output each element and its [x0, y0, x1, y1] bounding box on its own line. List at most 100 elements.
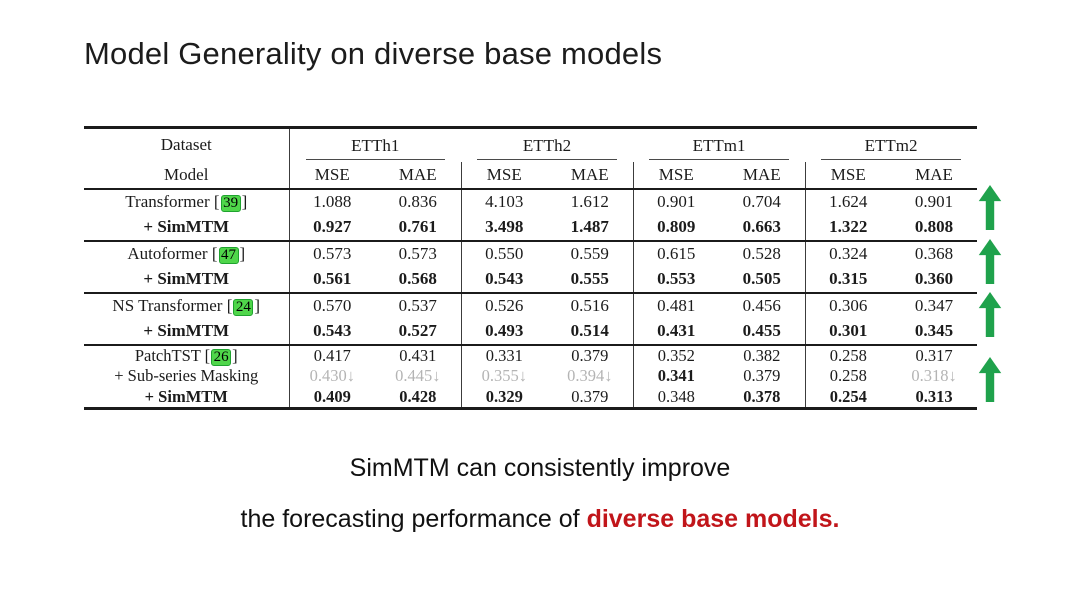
value-cell: 0.348 [657, 386, 695, 406]
table-row: + SimMTM 0.409 0.428 0.329 0.379 0.348 0.378 0.… [84, 386, 977, 408]
value-cell: 0.663 [719, 214, 806, 241]
model-label: NS Transformer [24] [84, 291, 290, 319]
caption-line-1: SimMTM can consistently improve [349, 454, 731, 482]
value-cell: 0.505 [719, 266, 806, 293]
value-cell: 0.927 [313, 217, 352, 236]
value-cell: 0.345 [914, 321, 954, 340]
value-cell: 0.761 [375, 214, 462, 241]
value-cell: 0.431 [657, 321, 696, 340]
value-cell: 0.318↓ [911, 366, 957, 385]
table-row: Transformer [39] 1.088 0.836 4.103 1.612 0.90… [84, 188, 977, 215]
value-cell: 0.355↓ [481, 366, 527, 385]
value-cell: 0.573 [375, 239, 462, 267]
dataset-label: ETTh2 [477, 136, 617, 160]
value-cell: 0.901 [657, 192, 696, 211]
value-cell: 1.487 [547, 214, 634, 241]
value-cell: 0.329 [485, 386, 523, 406]
table-row: + SimMTM 0.543 0.527 0.493 0.514 0.431 0.455 0.… [84, 318, 977, 345]
value-cell: 0.808 [914, 217, 954, 236]
value-cell: 0.527 [375, 318, 462, 345]
value-cell: 0.394↓ [547, 365, 634, 387]
model-corner-label: Model [84, 161, 290, 190]
model-group: PatchTST [26] 0.417 0.431 0.331 0.379 0.352 0.… [84, 343, 978, 408]
value-cell: 0.537 [375, 291, 462, 319]
citation-badge: 39 [220, 195, 241, 212]
value-cell: 0.331 [461, 343, 547, 366]
value-cell: 0.258 [829, 366, 867, 385]
value-cell: 0.306 [805, 291, 892, 319]
metric-header: MAE [891, 161, 978, 190]
table-row: + SimMTM 0.927 0.761 3.498 1.487 0.809 0.663 1.… [84, 214, 977, 241]
value-cell: 1.322 [829, 217, 868, 236]
value-cell: 0.481 [633, 291, 719, 319]
model-label: + SimMTM [84, 214, 290, 241]
value-cell: 0.568 [375, 266, 462, 293]
value-cell: 0.341 [657, 366, 695, 385]
value-cell: 0.455 [719, 318, 806, 345]
value-cell: 0.315 [829, 269, 868, 288]
table-row: + Sub-series Masking 0.430↓ 0.445↓ 0.355↓ 0.… [84, 365, 977, 387]
caption: SimMTM can consistently improve the fore… [0, 454, 1080, 534]
value-cell: 0.368 [891, 239, 978, 267]
value-cell: 0.378 [719, 386, 806, 408]
up-arrow-icon [977, 238, 1003, 285]
up-arrow-icon [977, 291, 1003, 338]
caption-line2-text: the forecasting performance of [240, 505, 587, 533]
dataset-label: ETTh1 [305, 136, 445, 160]
value-cell: 0.573 [289, 239, 375, 267]
value-cell: 3.498 [485, 217, 524, 236]
value-cell: 0.615 [633, 239, 719, 267]
value-cell: 0.313 [915, 386, 953, 406]
model-label: PatchTST [26] [84, 343, 290, 366]
value-cell: 0.352 [633, 343, 719, 366]
value-cell: 0.317 [891, 343, 978, 366]
citation-badge: 47 [218, 247, 239, 264]
model-label: + SimMTM [84, 386, 290, 408]
table-row: + SimMTM 0.561 0.568 0.543 0.555 0.553 0.505 0.… [84, 266, 977, 293]
results-table-wrap: Dataset ETTh1 ETTh2 ETTm1 ETTm2 Model MSE MA… [84, 126, 978, 410]
value-cell: 0.809 [657, 217, 696, 236]
value-cell: 0.836 [375, 188, 462, 215]
value-cell: 0.555 [547, 266, 634, 293]
metric-header: MSE [805, 161, 892, 190]
value-cell: 0.570 [289, 291, 375, 319]
table-row: Autoformer [47] 0.573 0.573 0.550 0.559 0.615… [84, 239, 978, 267]
table-header: Dataset ETTh1 ETTh2 ETTm1 ETTm2 Model MSE MA… [84, 127, 978, 190]
table-row: PatchTST [26] 0.417 0.431 0.331 0.379 0.352 0.… [84, 343, 978, 366]
dataset-header-etth2: ETTh2 [461, 128, 633, 162]
model-label: + SimMTM [84, 318, 290, 345]
dataset-header-ettm1: ETTm1 [633, 128, 805, 162]
up-arrow-icon [977, 356, 1003, 403]
value-cell: 0.428 [375, 386, 462, 408]
value-cell: 0.430↓ [309, 366, 355, 385]
dataset-header-etth1: ETTh1 [289, 128, 461, 162]
metric-header: MAE [547, 161, 634, 190]
value-cell: 1.624 [829, 192, 868, 211]
caption-line-2: the forecasting performance of diverse b… [0, 505, 1080, 534]
model-label: Transformer [39] [84, 188, 290, 215]
metric-header: MSE [461, 161, 547, 190]
results-table: Dataset ETTh1 ETTh2 ETTm1 ETTm2 Model MSE MA… [84, 126, 978, 410]
metric-header: MAE [719, 161, 806, 190]
metric-header: MSE [289, 161, 375, 190]
value-cell: 1.088 [313, 192, 352, 211]
table-row: NS Transformer [24] 0.570 0.537 0.526 0.516 0… [84, 291, 978, 319]
value-cell: 0.409 [313, 386, 351, 406]
value-cell: 0.514 [547, 318, 634, 345]
value-cell: 0.543 [313, 321, 352, 340]
dataset-corner-label: Dataset [84, 127, 290, 162]
dataset-label: ETTm2 [821, 136, 962, 160]
value-cell: 0.360 [914, 269, 954, 288]
value-cell: 0.528 [719, 239, 806, 267]
value-cell: 0.417 [289, 343, 375, 366]
caption-highlight-text: diverse base models. [586, 505, 840, 533]
value-cell: 0.456 [719, 291, 806, 319]
value-cell: 0.516 [547, 291, 634, 319]
value-cell: 0.553 [657, 269, 696, 288]
model-group: Transformer [39] 1.088 0.836 4.103 1.612 0.90… [84, 188, 977, 241]
model-group: NS Transformer [24] 0.570 0.537 0.526 0.516 0… [84, 291, 978, 345]
value-cell: 0.379 [547, 343, 634, 366]
value-cell: 0.347 [891, 291, 978, 319]
dataset-label: ETTm1 [649, 136, 790, 160]
value-cell: 0.526 [461, 291, 547, 319]
